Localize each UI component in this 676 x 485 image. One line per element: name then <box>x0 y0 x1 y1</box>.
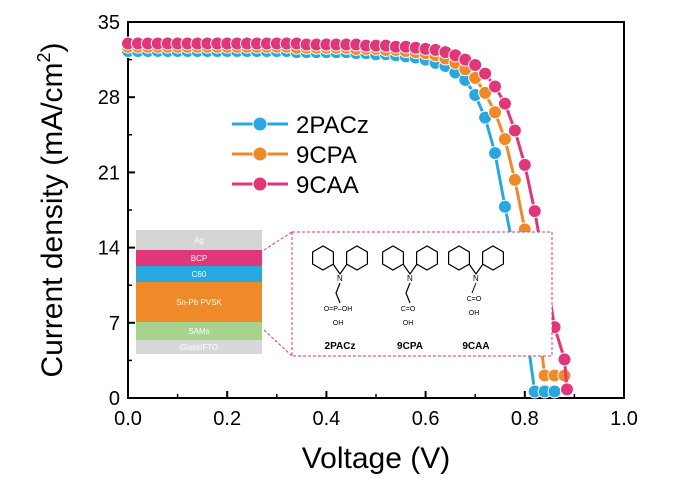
data-point-9CAA <box>488 79 503 94</box>
benzene-ring-right <box>482 245 504 271</box>
anchor-group-oh: OH <box>469 310 480 317</box>
inset-connector-top <box>263 231 293 251</box>
data-point-9CAA <box>478 66 493 81</box>
data-point-9CAA <box>517 157 532 172</box>
data-point-9CPA <box>488 105 503 120</box>
data-point-9CPA <box>497 132 512 147</box>
nitrogen-atom: N <box>407 274 413 283</box>
data-point-9CAA <box>468 57 483 72</box>
data-point-9CPA <box>478 85 493 100</box>
y-tick-label: 0 <box>109 388 120 410</box>
data-point-9CAA <box>527 204 542 219</box>
data-point-9CAA <box>559 382 574 397</box>
data-point-2PACz <box>497 199 512 214</box>
y-tick-label: 35 <box>98 12 120 34</box>
legend-marker-9CAA <box>252 176 268 192</box>
alkyl-chain <box>335 282 341 304</box>
anchor-group-oh: OH <box>333 320 344 327</box>
x-tick-label: 0.8 <box>511 408 539 430</box>
anchor-group: C=O <box>401 306 416 313</box>
data-point-9CPA <box>507 172 522 187</box>
y-axis-label: Current density (mA/cm2) <box>34 42 69 377</box>
stack-layer-c60 <box>136 266 262 282</box>
y-tick-label: 28 <box>98 87 120 109</box>
device-stack-inset: Ag BCP C60 Sn-Pb PVSK SAMs Glass/FTO <box>136 230 262 354</box>
legend-label-2PACz: 2PACz <box>296 112 369 139</box>
anchor-group-oh: OH <box>403 320 414 327</box>
benzene-ring-left <box>312 245 334 271</box>
benzene-ring-left <box>382 245 404 271</box>
axis-ticks <box>127 21 625 399</box>
alkyl-chain <box>405 282 411 304</box>
stack-layer-label: BCP <box>191 254 207 263</box>
data-point-2PACz <box>547 384 562 399</box>
stack-layer-bcp <box>136 250 262 266</box>
data-point-9CAA <box>557 352 572 367</box>
pyrrole-ring <box>402 263 418 276</box>
legend-marker-2PACz <box>252 116 268 132</box>
y-tick-label: 21 <box>98 162 120 184</box>
stack-layer-label: C60 <box>192 270 207 279</box>
anchor-group: C=O <box>467 296 482 303</box>
y-tick-label: 14 <box>98 238 120 260</box>
y-axis-label-close: ) <box>36 42 69 52</box>
inset-connector-bottom <box>263 329 293 357</box>
x-axis-label: Voltage (V) <box>302 442 450 475</box>
stack-layer-glass-fto <box>136 340 262 354</box>
molecule-name: 2PACz <box>325 341 356 352</box>
anchor-group: O=P–OH <box>324 306 353 313</box>
data-point-2PACz <box>488 146 503 161</box>
legend-label-9CPA: 9CPA <box>296 142 357 169</box>
benzene-ring-right <box>346 245 368 271</box>
nitrogen-atom: N <box>473 274 479 283</box>
stack-layer-ag <box>136 230 262 250</box>
stack-layer-sn-pb-pvsk <box>136 282 262 322</box>
molecule-9CPA: N C=O OH 9CPA <box>382 245 438 352</box>
alkyl-chain <box>471 282 477 294</box>
molecules-inset: N O=P–OH OH 2PACz N C=O OH 9CPA N C=O OH 9CAA <box>312 245 504 352</box>
data-point-9CAA <box>497 96 512 111</box>
stack-layer-label: Ag <box>194 236 204 245</box>
x-tick-label: 0.4 <box>312 408 340 430</box>
stack-layer-label: SAMs <box>188 327 209 336</box>
x-tick-label: 0.6 <box>412 408 440 430</box>
stack-layer-sams <box>136 322 262 340</box>
molecule-2PACz: N O=P–OH OH 2PACz <box>312 245 368 352</box>
molecule-name: 9CAA <box>462 341 489 352</box>
y-axis-label-sup: 2 <box>34 52 54 62</box>
x-tick-label: 0.2 <box>213 408 241 430</box>
benzene-ring-right <box>416 245 438 271</box>
series-group <box>121 36 574 399</box>
pyrrole-ring <box>332 263 348 276</box>
x-tick-label: 1.0 <box>610 408 638 430</box>
molecules-inset-frame <box>291 231 553 357</box>
legend-label-9CAA: 9CAA <box>296 172 359 199</box>
data-point-9CAA <box>507 123 522 138</box>
legend-marker-9CPA <box>252 146 268 162</box>
x-tick-label: 0.0 <box>114 408 142 430</box>
y-tick-label: 7 <box>109 313 120 335</box>
molecule-name: 9CPA <box>397 341 423 352</box>
benzene-ring-left <box>448 245 470 271</box>
stack-layer-label: Sn-Pb PVSK <box>176 298 222 307</box>
stack-layer-label: Glass/FTO <box>180 343 219 352</box>
nitrogen-atom: N <box>337 274 343 283</box>
y-axis-label-main: Current density (mA/cm <box>36 62 69 377</box>
legend: 2PACz 9CPA 9CAA <box>232 112 369 199</box>
pyrrole-ring <box>468 263 484 276</box>
axis-tick-labels: 0.0 0.2 0.4 0.6 0.8 1.0 0 7 14 21 28 35 <box>98 12 638 430</box>
molecule-9CAA: N C=O OH 9CAA <box>448 245 504 352</box>
